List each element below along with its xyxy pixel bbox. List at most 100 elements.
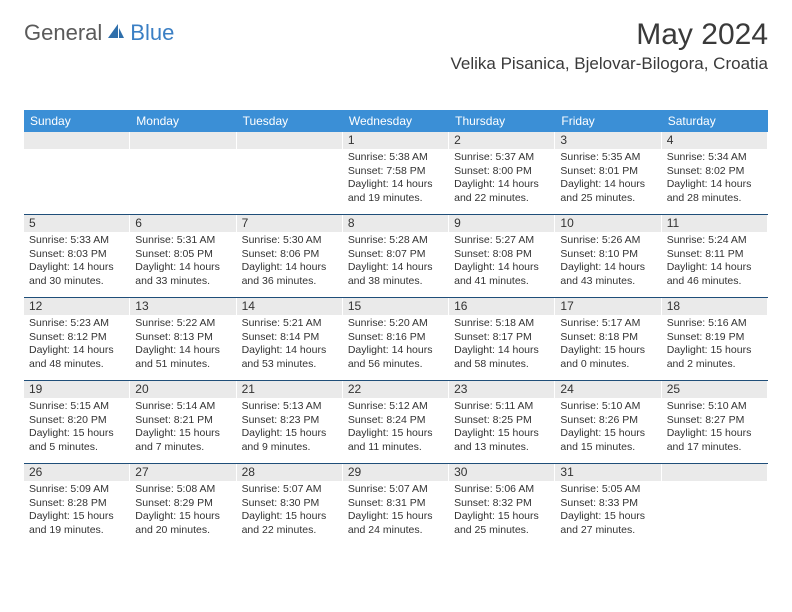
sunrise-line: Sunrise: 5:10 AM [667, 400, 762, 414]
day-number: 10 [555, 215, 660, 232]
daylight-line: Daylight: 15 hours and 25 minutes. [454, 510, 549, 537]
daylight-line: Daylight: 14 hours and 58 minutes. [454, 344, 549, 371]
day-number: 5 [24, 215, 129, 232]
daylight-line: Daylight: 15 hours and 13 minutes. [454, 427, 549, 454]
calendar-cell: 3Sunrise: 5:35 AMSunset: 8:01 PMDaylight… [555, 132, 661, 214]
sunset-line: Sunset: 8:13 PM [135, 331, 230, 345]
calendar-cell [130, 132, 236, 214]
daylight-line: Daylight: 15 hours and 20 minutes. [135, 510, 230, 537]
sunrise-line: Sunrise: 5:35 AM [560, 151, 655, 165]
daylight-line: Daylight: 14 hours and 25 minutes. [560, 178, 655, 205]
sunset-line: Sunset: 8:03 PM [29, 248, 124, 262]
daylight-line: Daylight: 14 hours and 33 minutes. [135, 261, 230, 288]
sunrise-line: Sunrise: 5:08 AM [135, 483, 230, 497]
sunset-line: Sunset: 8:33 PM [560, 497, 655, 511]
daylight-line: Daylight: 15 hours and 9 minutes. [242, 427, 337, 454]
location: Velika Pisanica, Bjelovar-Bilogora, Croa… [451, 54, 769, 74]
day-number: 24 [555, 381, 660, 398]
daylight-line: Daylight: 14 hours and 22 minutes. [454, 178, 549, 205]
sunrise-line: Sunrise: 5:23 AM [29, 317, 124, 331]
day-number: 28 [237, 464, 342, 481]
daylight-line: Daylight: 14 hours and 53 minutes. [242, 344, 337, 371]
calendar-header-cell: Monday [130, 110, 236, 132]
calendar-cell: 9Sunrise: 5:27 AMSunset: 8:08 PMDaylight… [449, 215, 555, 297]
daylight-line: Daylight: 15 hours and 0 minutes. [560, 344, 655, 371]
calendar-row: 26Sunrise: 5:09 AMSunset: 8:28 PMDayligh… [24, 463, 768, 546]
daylight-line: Daylight: 15 hours and 2 minutes. [667, 344, 762, 371]
sunrise-line: Sunrise: 5:10 AM [560, 400, 655, 414]
daylight-line: Daylight: 15 hours and 7 minutes. [135, 427, 230, 454]
page-header: May 2024 Velika Pisanica, Bjelovar-Bilog… [451, 18, 769, 74]
day-number: 29 [343, 464, 448, 481]
calendar-cell: 18Sunrise: 5:16 AMSunset: 8:19 PMDayligh… [662, 298, 768, 380]
day-number: 27 [130, 464, 235, 481]
sunrise-line: Sunrise: 5:28 AM [348, 234, 443, 248]
daylight-line: Daylight: 14 hours and 28 minutes. [667, 178, 762, 205]
sunset-line: Sunset: 8:02 PM [667, 165, 762, 179]
calendar-cell: 14Sunrise: 5:21 AMSunset: 8:14 PMDayligh… [237, 298, 343, 380]
daylight-line: Daylight: 14 hours and 43 minutes. [560, 261, 655, 288]
day-number: 1 [343, 132, 448, 149]
sunset-line: Sunset: 8:05 PM [135, 248, 230, 262]
day-number: 14 [237, 298, 342, 315]
sunset-line: Sunset: 8:20 PM [29, 414, 124, 428]
calendar-cell: 23Sunrise: 5:11 AMSunset: 8:25 PMDayligh… [449, 381, 555, 463]
sunrise-line: Sunrise: 5:14 AM [135, 400, 230, 414]
calendar: SundayMondayTuesdayWednesdayThursdayFrid… [24, 110, 768, 546]
day-number: 25 [662, 381, 767, 398]
calendar-cell: 24Sunrise: 5:10 AMSunset: 8:26 PMDayligh… [555, 381, 661, 463]
daylight-line: Daylight: 14 hours and 36 minutes. [242, 261, 337, 288]
sunset-line: Sunset: 8:28 PM [29, 497, 124, 511]
sunrise-line: Sunrise: 5:33 AM [29, 234, 124, 248]
month-year: May 2024 [451, 18, 769, 52]
daylight-line: Daylight: 14 hours and 30 minutes. [29, 261, 124, 288]
day-number: 9 [449, 215, 554, 232]
calendar-body: 1Sunrise: 5:38 AMSunset: 7:58 PMDaylight… [24, 132, 768, 546]
daylight-line: Daylight: 15 hours and 19 minutes. [29, 510, 124, 537]
calendar-cell: 25Sunrise: 5:10 AMSunset: 8:27 PMDayligh… [662, 381, 768, 463]
sunrise-line: Sunrise: 5:15 AM [29, 400, 124, 414]
sunset-line: Sunset: 8:08 PM [454, 248, 549, 262]
daylight-line: Daylight: 15 hours and 27 minutes. [560, 510, 655, 537]
day-number: 7 [237, 215, 342, 232]
sunrise-line: Sunrise: 5:05 AM [560, 483, 655, 497]
daylight-line: Daylight: 15 hours and 15 minutes. [560, 427, 655, 454]
sunset-line: Sunset: 8:11 PM [667, 248, 762, 262]
calendar-cell: 15Sunrise: 5:20 AMSunset: 8:16 PMDayligh… [343, 298, 449, 380]
sunset-line: Sunset: 8:32 PM [454, 497, 549, 511]
sunrise-line: Sunrise: 5:27 AM [454, 234, 549, 248]
day-number: 13 [130, 298, 235, 315]
sunset-line: Sunset: 8:16 PM [348, 331, 443, 345]
daylight-line: Daylight: 15 hours and 17 minutes. [667, 427, 762, 454]
sunrise-line: Sunrise: 5:07 AM [348, 483, 443, 497]
sunrise-line: Sunrise: 5:06 AM [454, 483, 549, 497]
daylight-line: Daylight: 15 hours and 11 minutes. [348, 427, 443, 454]
calendar-cell: 12Sunrise: 5:23 AMSunset: 8:12 PMDayligh… [24, 298, 130, 380]
day-number: 26 [24, 464, 129, 481]
day-number: 21 [237, 381, 342, 398]
sail-icon [106, 22, 126, 45]
day-number: 12 [24, 298, 129, 315]
sunset-line: Sunset: 8:14 PM [242, 331, 337, 345]
sunset-line: Sunset: 8:18 PM [560, 331, 655, 345]
sunset-line: Sunset: 8:23 PM [242, 414, 337, 428]
day-number [662, 464, 767, 481]
day-number: 3 [555, 132, 660, 149]
day-number: 11 [662, 215, 767, 232]
day-number: 23 [449, 381, 554, 398]
sunrise-line: Sunrise: 5:31 AM [135, 234, 230, 248]
daylight-line: Daylight: 15 hours and 24 minutes. [348, 510, 443, 537]
calendar-cell: 17Sunrise: 5:17 AMSunset: 8:18 PMDayligh… [555, 298, 661, 380]
calendar-row: 1Sunrise: 5:38 AMSunset: 7:58 PMDaylight… [24, 132, 768, 214]
calendar-cell: 13Sunrise: 5:22 AMSunset: 8:13 PMDayligh… [130, 298, 236, 380]
calendar-cell: 30Sunrise: 5:06 AMSunset: 8:32 PMDayligh… [449, 464, 555, 546]
sunrise-line: Sunrise: 5:30 AM [242, 234, 337, 248]
sunset-line: Sunset: 8:06 PM [242, 248, 337, 262]
calendar-cell: 10Sunrise: 5:26 AMSunset: 8:10 PMDayligh… [555, 215, 661, 297]
calendar-cell [662, 464, 768, 546]
daylight-line: Daylight: 14 hours and 56 minutes. [348, 344, 443, 371]
day-number [237, 132, 342, 149]
calendar-row: 5Sunrise: 5:33 AMSunset: 8:03 PMDaylight… [24, 214, 768, 297]
calendar-cell: 6Sunrise: 5:31 AMSunset: 8:05 PMDaylight… [130, 215, 236, 297]
daylight-line: Daylight: 14 hours and 38 minutes. [348, 261, 443, 288]
